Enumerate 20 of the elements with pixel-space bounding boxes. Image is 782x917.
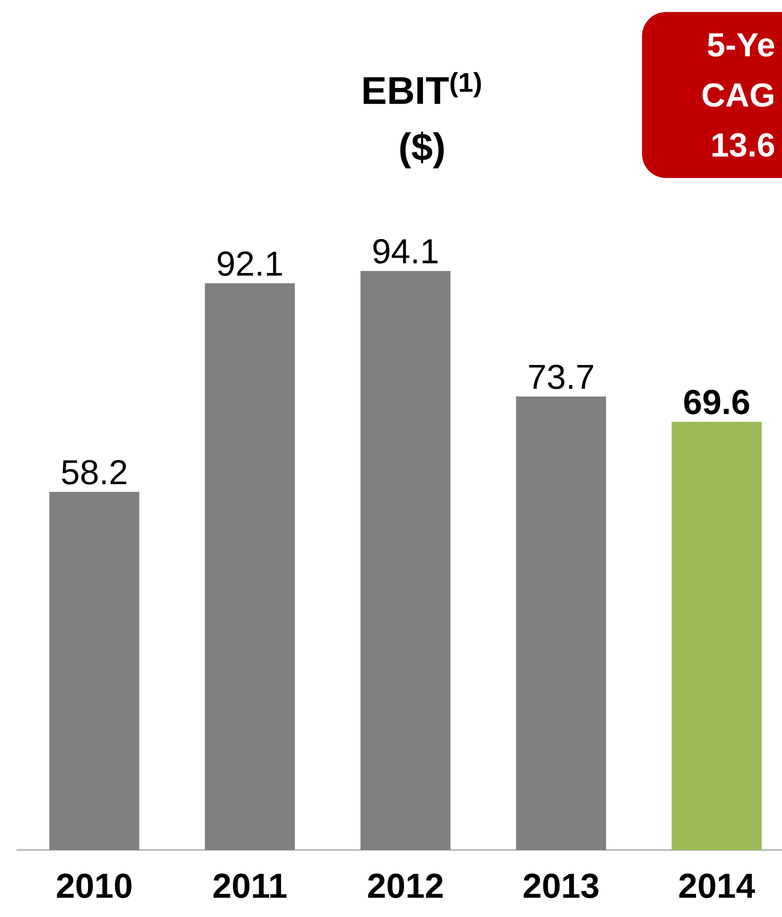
x-tick-label: 2011 (213, 874, 287, 898)
text: 13.6 (712, 133, 774, 157)
text: CAG (702, 83, 774, 107)
chart-title: EBIT$^{(1)}$ (364, 72, 481, 104)
bar (516, 396, 606, 850)
data-label: 92.1 (218, 251, 282, 276)
text: 5-Ye (708, 33, 774, 57)
bar (672, 422, 762, 850)
bar (360, 270, 450, 850)
chart-subtitle: ($) (400, 132, 444, 168)
x-tick-label: 2010 (56, 874, 132, 898)
x-tick-label: 2014 (679, 874, 756, 898)
data-label: 94.1 (373, 239, 438, 264)
x-tick-label: 2013 (524, 874, 598, 898)
data-label: 58.2 (62, 460, 126, 485)
bar (49, 492, 140, 850)
data-label: 69.6 (684, 390, 750, 414)
x-tick-label: 2012 (368, 874, 443, 898)
bar (204, 283, 295, 850)
data-label: 73.7 (529, 364, 594, 390)
